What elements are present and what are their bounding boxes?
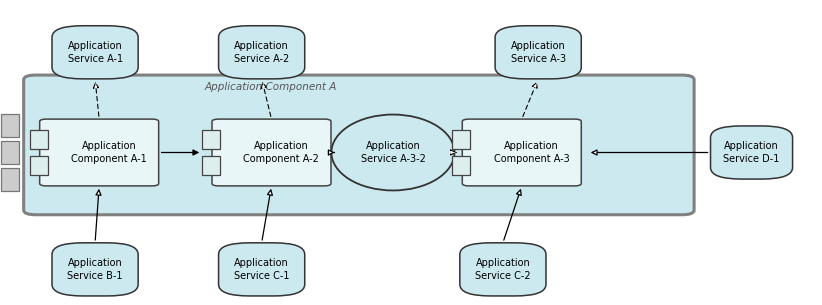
Text: Application
Service A-2: Application Service A-2 bbox=[234, 41, 289, 63]
Text: Application
Service A-1: Application Service A-1 bbox=[67, 41, 122, 63]
FancyBboxPatch shape bbox=[495, 26, 581, 79]
Text: Application
Service A-3-2: Application Service A-3-2 bbox=[361, 141, 425, 164]
Text: Application
Service A-3: Application Service A-3 bbox=[510, 41, 566, 63]
FancyBboxPatch shape bbox=[202, 130, 220, 149]
FancyBboxPatch shape bbox=[52, 26, 138, 79]
FancyBboxPatch shape bbox=[24, 75, 694, 215]
FancyBboxPatch shape bbox=[1, 141, 19, 164]
FancyBboxPatch shape bbox=[30, 130, 48, 149]
Text: Application Component A: Application Component A bbox=[204, 82, 336, 92]
FancyBboxPatch shape bbox=[52, 243, 138, 296]
FancyBboxPatch shape bbox=[452, 130, 470, 149]
FancyBboxPatch shape bbox=[452, 156, 470, 175]
FancyBboxPatch shape bbox=[462, 119, 581, 186]
Text: Application
Component A-1: Application Component A-1 bbox=[72, 141, 147, 164]
FancyBboxPatch shape bbox=[219, 243, 305, 296]
Text: Application
Service C-2: Application Service C-2 bbox=[475, 258, 531, 281]
Text: Application
Service D-1: Application Service D-1 bbox=[723, 141, 780, 164]
FancyBboxPatch shape bbox=[202, 156, 220, 175]
Ellipse shape bbox=[331, 115, 455, 190]
Text: Application
Component A-3: Application Component A-3 bbox=[494, 141, 570, 164]
Text: Application
Service C-1: Application Service C-1 bbox=[234, 258, 289, 281]
FancyBboxPatch shape bbox=[219, 26, 305, 79]
FancyBboxPatch shape bbox=[39, 119, 159, 186]
FancyBboxPatch shape bbox=[212, 119, 331, 186]
FancyBboxPatch shape bbox=[459, 243, 546, 296]
FancyBboxPatch shape bbox=[710, 126, 792, 179]
FancyBboxPatch shape bbox=[30, 156, 48, 175]
FancyBboxPatch shape bbox=[1, 168, 19, 191]
Text: Application
Service B-1: Application Service B-1 bbox=[67, 258, 122, 281]
FancyBboxPatch shape bbox=[1, 114, 19, 137]
Text: Application
Component A-2: Application Component A-2 bbox=[243, 141, 319, 164]
